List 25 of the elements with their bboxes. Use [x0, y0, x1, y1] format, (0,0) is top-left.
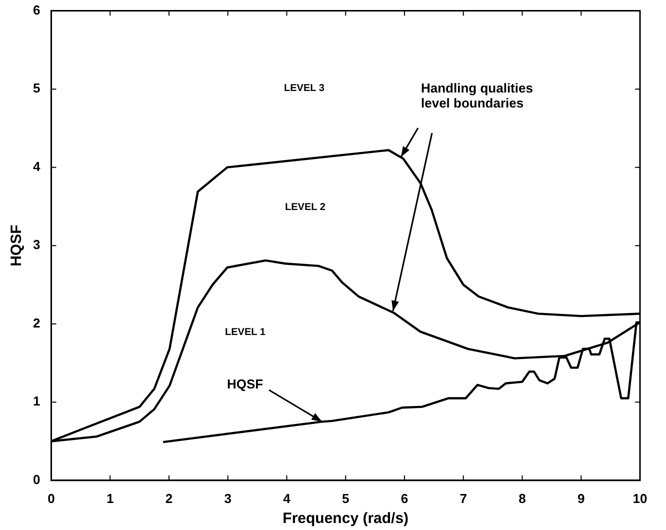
- y-tick-label: 4: [32, 158, 41, 174]
- y-axis-title: HQSF: [8, 224, 26, 266]
- x-tick-label: 8: [518, 490, 526, 506]
- y-tick-label: 3: [32, 237, 40, 252]
- annotation: Handling qualities level boundaries: [421, 80, 533, 111]
- y-tick-label: 2: [32, 315, 40, 330]
- x-tick-label: 0: [48, 490, 55, 506]
- y-tick-label: 0: [32, 472, 40, 487]
- annotation: LEVEL 3: [284, 82, 325, 94]
- x-tick-label: 9: [578, 490, 585, 506]
- x-tick-label: 3: [224, 490, 232, 506]
- y-tick-label: 1: [32, 394, 40, 409]
- y-tick-label: 6: [32, 2, 40, 18]
- x-tick-label: 6: [400, 490, 408, 506]
- x-tick-label: 2: [165, 490, 173, 506]
- x-axis-title: Frequency (rad/s): [282, 510, 409, 528]
- annotation: LEVEL 1: [225, 326, 266, 338]
- x-tick-label: 5: [342, 490, 350, 506]
- x-tick-label: 4: [283, 490, 292, 506]
- x-tick-label: 10: [632, 490, 648, 506]
- annotation: LEVEL 2: [285, 202, 326, 213]
- annotation: HQSF: [227, 376, 264, 392]
- x-tick-label: 7: [460, 490, 467, 506]
- y-tick-label: 5: [32, 80, 40, 96]
- x-tick-label: 1: [106, 490, 114, 506]
